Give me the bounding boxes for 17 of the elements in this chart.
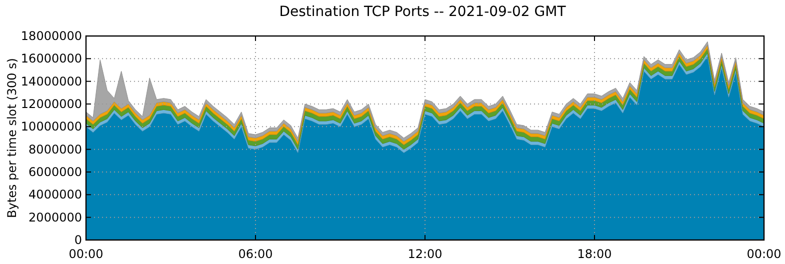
y-tick-label: 8000000 (28, 142, 82, 156)
x-tick-label: 18:00 (577, 247, 612, 261)
y-tick-label: 10000000 (20, 120, 82, 134)
x-tick-label: 12:00 (408, 247, 442, 261)
y-tick-label: 4000000 (28, 188, 82, 202)
x-tick-label: 00:00 (746, 247, 782, 261)
x-tick-label: 00:00 (68, 247, 104, 261)
y-tick-label: 6000000 (28, 165, 82, 179)
y-tick-label: 2000000 (28, 210, 82, 224)
y-tick-label: 16000000 (20, 52, 82, 66)
y-tick-label: 12000000 (20, 97, 82, 111)
y-tick-label: 18000000 (20, 29, 82, 43)
chart-title: Destination TCP Ports -- 2021-09-02 GMT (279, 4, 566, 20)
y-tick-label: 14000000 (20, 74, 82, 88)
y-axis-title: Bytes per time slot (300 s) (5, 58, 19, 218)
x-tick-label: 06:00 (238, 247, 273, 261)
y-tick-label: 0 (74, 233, 82, 247)
